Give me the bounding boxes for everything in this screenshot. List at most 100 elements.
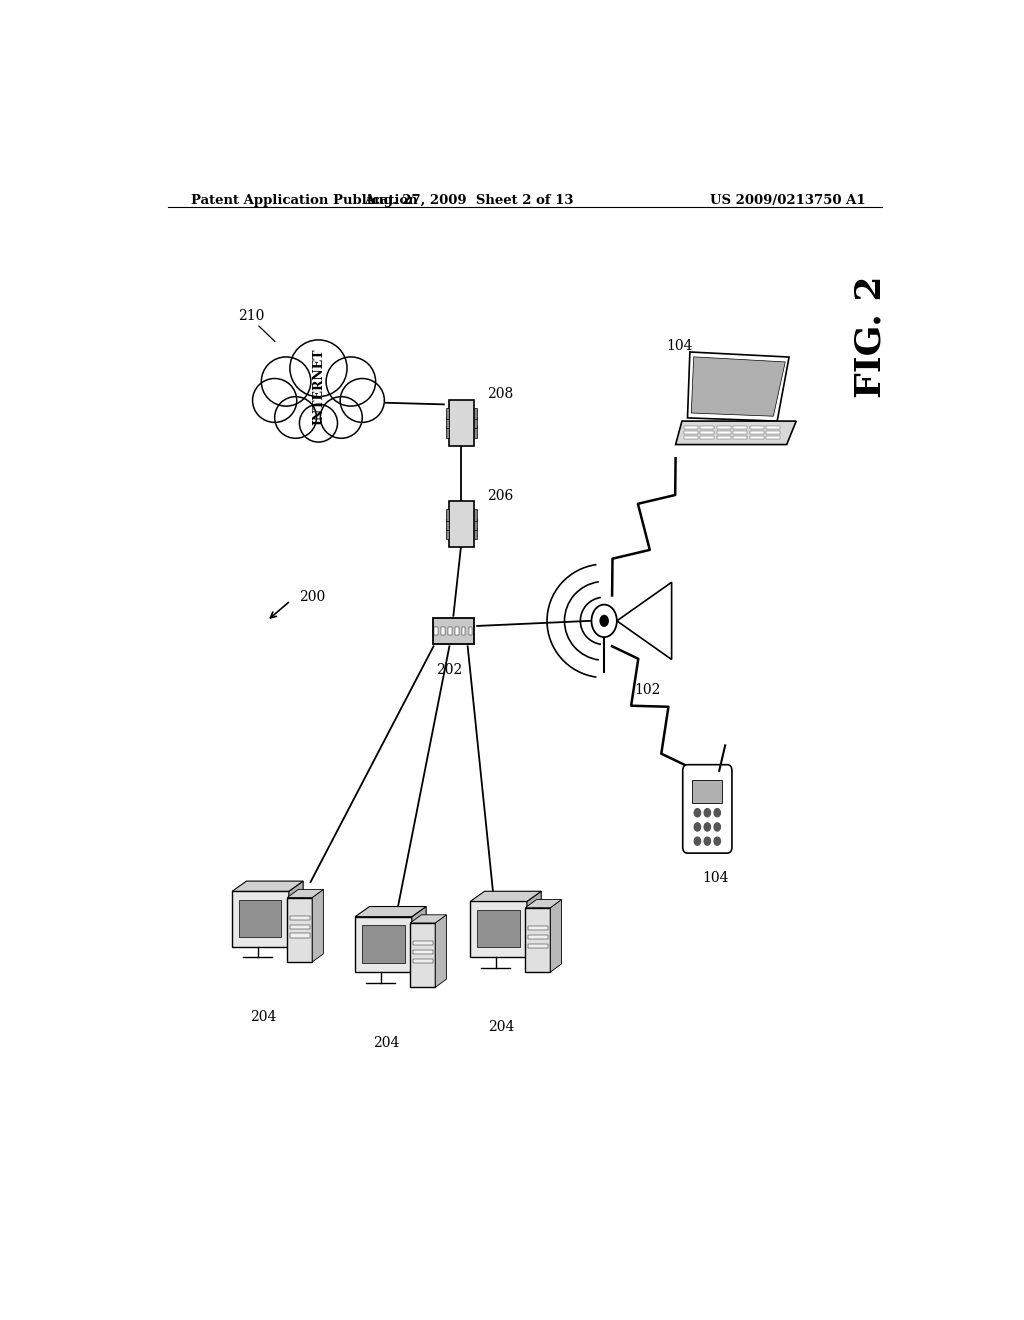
- Bar: [766, 426, 780, 429]
- Bar: [362, 925, 404, 962]
- Polygon shape: [288, 890, 324, 898]
- Circle shape: [714, 822, 721, 832]
- Ellipse shape: [261, 356, 376, 447]
- Bar: [239, 900, 282, 937]
- Polygon shape: [435, 915, 446, 987]
- Polygon shape: [691, 356, 785, 416]
- Bar: [434, 627, 438, 635]
- Bar: [433, 618, 474, 644]
- Circle shape: [714, 837, 721, 845]
- Bar: [462, 627, 466, 635]
- Text: FIG. 2: FIG. 2: [853, 275, 887, 397]
- Bar: [474, 417, 477, 429]
- Bar: [445, 519, 449, 531]
- Bar: [413, 958, 433, 964]
- Ellipse shape: [326, 356, 376, 407]
- Bar: [469, 627, 472, 635]
- Circle shape: [694, 809, 700, 817]
- Polygon shape: [527, 891, 542, 957]
- Text: 200: 200: [299, 590, 325, 605]
- Polygon shape: [550, 899, 561, 972]
- Bar: [717, 426, 731, 429]
- Text: 202: 202: [436, 663, 463, 677]
- Bar: [733, 436, 748, 440]
- Text: 104: 104: [667, 339, 693, 354]
- Bar: [290, 924, 310, 929]
- Bar: [717, 436, 731, 440]
- Bar: [474, 528, 477, 539]
- Bar: [288, 898, 312, 962]
- Polygon shape: [687, 352, 790, 421]
- Text: 204: 204: [487, 1020, 514, 1035]
- Bar: [684, 432, 697, 434]
- Bar: [474, 426, 477, 437]
- Bar: [474, 519, 477, 531]
- Bar: [527, 944, 548, 948]
- Bar: [527, 935, 548, 939]
- Text: Aug. 27, 2009  Sheet 2 of 13: Aug. 27, 2009 Sheet 2 of 13: [365, 194, 574, 207]
- FancyBboxPatch shape: [683, 764, 732, 853]
- Ellipse shape: [299, 404, 338, 442]
- Polygon shape: [412, 907, 426, 972]
- Bar: [766, 432, 780, 434]
- Text: 208: 208: [487, 387, 514, 401]
- Polygon shape: [470, 891, 542, 902]
- Bar: [290, 933, 310, 939]
- Ellipse shape: [290, 339, 347, 396]
- Circle shape: [705, 822, 711, 832]
- Bar: [445, 417, 449, 429]
- Circle shape: [592, 605, 616, 638]
- Bar: [445, 408, 449, 420]
- Ellipse shape: [340, 379, 384, 422]
- Bar: [684, 426, 697, 429]
- Bar: [470, 902, 527, 957]
- Bar: [750, 436, 764, 440]
- Circle shape: [599, 615, 609, 627]
- Text: 104: 104: [702, 871, 728, 884]
- Circle shape: [694, 837, 700, 845]
- Polygon shape: [289, 882, 303, 946]
- Polygon shape: [355, 907, 426, 916]
- Bar: [733, 432, 748, 434]
- Bar: [750, 432, 764, 434]
- Bar: [692, 780, 722, 803]
- Text: INTERNET: INTERNET: [312, 348, 325, 425]
- Bar: [700, 436, 714, 440]
- Bar: [413, 950, 433, 954]
- Circle shape: [714, 809, 721, 817]
- Bar: [441, 627, 444, 635]
- Bar: [717, 432, 731, 434]
- Polygon shape: [411, 915, 446, 923]
- Ellipse shape: [274, 396, 316, 438]
- Ellipse shape: [253, 379, 297, 422]
- Bar: [449, 627, 452, 635]
- Polygon shape: [616, 582, 672, 660]
- Text: 210: 210: [238, 309, 264, 323]
- Bar: [700, 426, 714, 429]
- Bar: [684, 436, 697, 440]
- Bar: [411, 923, 435, 987]
- Text: 206: 206: [487, 488, 514, 503]
- Bar: [449, 400, 474, 446]
- Bar: [355, 916, 412, 972]
- Bar: [766, 436, 780, 440]
- Bar: [474, 408, 477, 420]
- Polygon shape: [312, 890, 324, 962]
- Bar: [474, 510, 477, 521]
- Bar: [477, 909, 519, 948]
- Bar: [700, 432, 714, 434]
- Ellipse shape: [321, 396, 362, 438]
- Bar: [525, 908, 550, 972]
- Bar: [232, 891, 289, 946]
- Text: US 2009/0213750 A1: US 2009/0213750 A1: [711, 194, 866, 207]
- Text: 102: 102: [635, 682, 662, 697]
- Bar: [445, 510, 449, 521]
- Ellipse shape: [261, 356, 311, 407]
- Bar: [733, 426, 748, 429]
- Circle shape: [705, 809, 711, 817]
- Polygon shape: [676, 421, 797, 445]
- Text: Patent Application Publication: Patent Application Publication: [191, 194, 418, 207]
- Circle shape: [705, 837, 711, 845]
- Text: 204: 204: [373, 1036, 399, 1049]
- Bar: [445, 528, 449, 539]
